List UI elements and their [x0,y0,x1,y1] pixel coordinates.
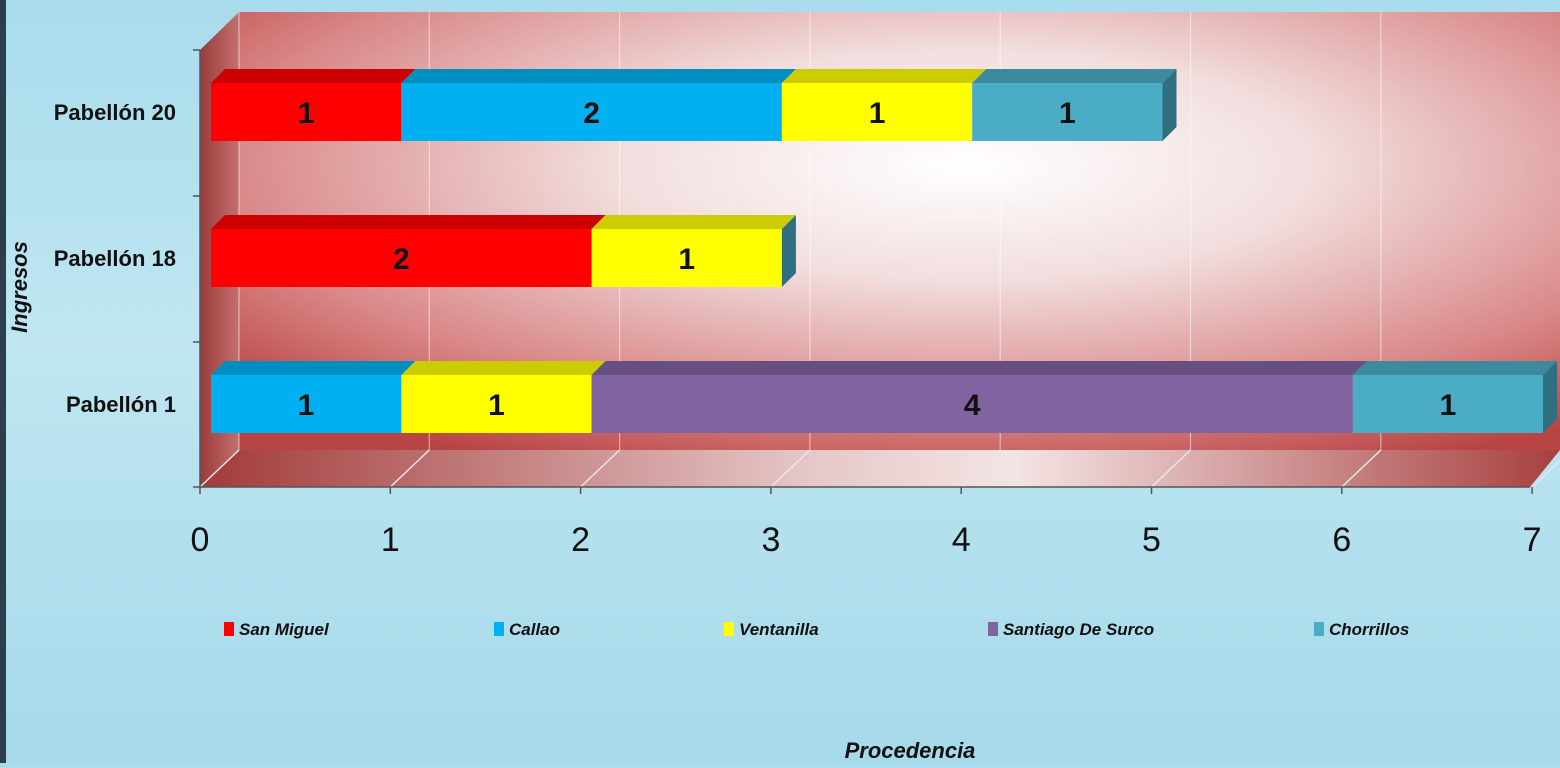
bar-value-label: 1 [869,97,886,130]
bar-top [211,361,416,375]
bar-top [972,69,1177,83]
legend-label: Ventanilla [739,620,819,639]
x-tick-label: 7 [1523,521,1542,559]
x-tick-label: 5 [1142,521,1161,559]
bar-front [591,375,1353,433]
bar-segment: 1 [781,69,987,141]
legend-item: Santiago De Surco [988,620,1154,639]
bar-front [211,375,402,433]
floor-gridline [770,449,811,488]
bar-side [781,215,796,287]
bar-front [401,375,592,433]
bar-front [591,229,782,287]
floor-gridline [389,449,430,488]
legend-label: Santiago De Surco [1003,620,1154,639]
bar-front [972,83,1163,141]
floor-gridline [580,449,621,488]
legend: San Miguel Callao Ventanilla Santiago De Su… [224,620,1409,639]
bar-value-label: 2 [393,243,410,276]
bar-top [211,69,416,83]
bar-segment: 1 [591,215,796,287]
bar-front [401,83,782,141]
legend-label: Callao [509,620,560,639]
floor-gridline [960,449,1001,488]
legend-swatch [988,622,998,636]
bar-top [591,361,1367,375]
bar-side [1162,69,1177,141]
x-tick-labels: 0 1 2 3 4 5 6 7 [191,521,1542,559]
floor-gridline [1341,449,1382,488]
bar-value-label: 1 [678,243,695,276]
floor-gridline [199,449,240,488]
bar-front [781,83,973,141]
bar-segment: 1 [1352,361,1558,433]
window-edge [0,0,6,763]
bar-segment: 1 [211,361,416,433]
x-tick-label: 0 [191,521,210,559]
x-tick-label: 3 [761,521,780,559]
bar-value-label: 1 [1059,97,1076,130]
floor [200,450,1560,487]
bar-top [211,215,606,229]
floor-gridline [1150,449,1192,488]
bar-segment: 2 [211,215,606,287]
x-tick-label: 1 [381,521,400,559]
x-tick-label: 4 [952,521,971,559]
legend-item: Chorrillos [1314,620,1409,639]
legend-label: San Miguel [239,620,330,639]
bar-top [401,361,606,375]
bar-front [211,229,592,287]
bar-front [1352,375,1544,433]
bar-segment: 1 [401,361,606,433]
x-tick-label: 2 [571,521,590,559]
bar-segment: 2 [401,69,796,141]
legend-swatch [224,622,234,636]
category-label: Pabellón 20 [54,100,176,125]
bar-side [1543,361,1558,433]
bar-value-label: 1 [488,389,505,422]
category-label: Pabellón 1 [66,392,176,417]
x-tick-label: 6 [1332,521,1351,559]
x-axis-title: Procedencia [845,738,976,763]
category-label: Pabellón 18 [54,246,176,271]
bar-front [211,83,402,141]
category-labels: Pabellón 1 Pabellón 18 Pabellón 20 [54,100,176,417]
bar-top [1352,361,1558,375]
bar-value-label: 1 [1440,389,1457,422]
bar-value-label: 4 [964,389,981,422]
bar-top [781,69,987,83]
y-axis-title: Ingresos [7,241,32,333]
bar-segment: 1 [972,69,1177,141]
legend-item: San Miguel [224,620,330,639]
bar-value-label: 2 [583,97,600,130]
bar-segment: 1 [211,69,416,141]
legend-item: Callao [494,620,560,639]
legend-item: Ventanilla [724,620,819,639]
legend-swatch [494,622,504,636]
floor-gridline [1531,459,1560,488]
bar-value-label: 1 [298,97,315,130]
axes [193,49,1533,494]
legend-swatch [1314,622,1324,636]
bars: 1 1 4 1 2 1 1 2 1 1 [211,69,1558,433]
bar-top [401,69,796,83]
legend-label: Chorrillos [1329,620,1409,639]
bar-segment: 4 [591,361,1367,433]
bar-value-label: 1 [298,389,315,422]
legend-swatch [724,622,734,636]
bar-top [591,215,796,229]
